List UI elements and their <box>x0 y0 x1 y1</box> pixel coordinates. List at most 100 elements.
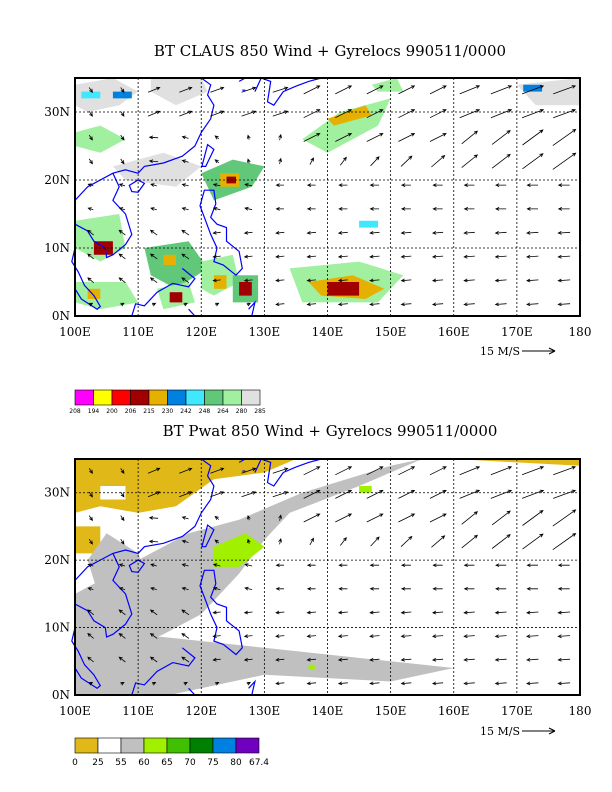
wind-arrow <box>459 466 481 476</box>
wind-arrow <box>306 183 316 187</box>
wind-arrow <box>398 490 416 499</box>
wind-arrow <box>463 278 475 283</box>
wind-arrow <box>118 277 126 284</box>
wind-arrow <box>369 657 380 662</box>
wind-arrow <box>210 467 225 474</box>
wind-arrow <box>243 278 253 283</box>
lon-tick-label: 130E <box>249 325 281 339</box>
wind-arrow <box>88 158 93 165</box>
wind-arrow <box>120 111 125 117</box>
wind-arrow <box>557 254 571 259</box>
wind-arrow <box>214 539 220 544</box>
wind-arrow <box>400 610 412 615</box>
wind-arrow <box>429 466 447 476</box>
wind-arrow <box>272 86 289 93</box>
wind-arrow <box>179 491 193 498</box>
panel2-map <box>71 458 581 696</box>
wind-arrow <box>179 467 193 474</box>
wind-arrow <box>120 87 125 94</box>
wind-arrow <box>526 563 538 568</box>
wind-arrow <box>400 254 412 259</box>
wind-arrow <box>183 302 188 307</box>
wind-arrow <box>335 466 353 476</box>
wind-arrow <box>400 230 412 235</box>
wind-arrow <box>400 535 413 547</box>
wind-arrow <box>491 534 511 549</box>
wind-arrow <box>181 135 189 140</box>
wind-arrow <box>181 633 190 639</box>
wind-arrow <box>491 153 511 169</box>
wind-arrow <box>429 109 447 119</box>
colorbar-label: 25 <box>92 758 103 768</box>
wind-arrow <box>557 681 571 686</box>
wind-arrow <box>432 657 444 662</box>
wind-arrow <box>432 563 443 568</box>
wind-arrow <box>557 657 571 662</box>
lon-tick-label: 140E <box>312 704 344 718</box>
wind-arrow <box>400 657 412 662</box>
lon-tick-label: 120E <box>185 325 217 339</box>
wind-arrow <box>179 110 193 117</box>
wind-arrow <box>118 229 126 236</box>
wind-arrow <box>400 278 412 283</box>
cloud-area <box>523 84 543 92</box>
colorbar-label: 285 <box>254 408 266 415</box>
panel2-axis-labels: 100E 110E 120E 130E 140E 150E 160E 170E 180 0N 10N… <box>44 486 591 718</box>
wind-arrow <box>369 278 380 283</box>
wind-arrow <box>88 682 94 686</box>
wind-arrow <box>243 634 253 638</box>
panel1-scale-label: 15 M/S <box>480 345 520 358</box>
panel2-wind-vectors <box>87 466 577 686</box>
wind-arrow <box>557 586 570 591</box>
wind-arrow <box>88 302 94 307</box>
wind-arrow <box>303 85 321 95</box>
wind-arrow <box>429 133 447 142</box>
wind-arrow <box>306 230 317 235</box>
wind-arrow <box>118 609 126 616</box>
wind-arrow <box>181 563 189 567</box>
wind-arrow <box>366 466 384 476</box>
wind-arrow <box>88 538 93 545</box>
wind-arrow <box>275 230 285 235</box>
colorbar-swatch <box>97 737 122 754</box>
wind-arrow <box>429 513 447 523</box>
wind-arrow <box>432 254 444 259</box>
wind-arrow <box>337 610 348 615</box>
wind-arrow <box>552 532 577 551</box>
wind-arrow <box>212 278 221 283</box>
wind-arrow <box>244 206 253 211</box>
wind-arrow <box>429 490 447 499</box>
wind-arrow <box>370 156 380 167</box>
wind-arrow <box>335 85 353 95</box>
taiwan-island <box>201 143 215 167</box>
wind-arrow <box>494 681 507 686</box>
lon-tick-label: 170E <box>501 325 533 339</box>
lon-tick-label: 150E <box>375 325 407 339</box>
panel1-scale-arrow <box>522 347 556 355</box>
cloud-area <box>150 78 208 106</box>
wind-arrow <box>87 656 94 663</box>
wind-arrow <box>212 634 221 638</box>
lon-tick-label: 120E <box>185 704 217 718</box>
wind-arrow <box>400 563 411 568</box>
wind-arrow <box>306 610 317 615</box>
wind-arrow <box>212 254 221 259</box>
wind-arrow <box>212 230 221 235</box>
wind-arrow <box>120 302 125 307</box>
wind-arrow <box>521 489 545 499</box>
wind-arrow <box>495 183 507 187</box>
wind-arrow <box>494 657 507 662</box>
lon-tick-label: 160E <box>438 325 470 339</box>
wind-arrow <box>557 278 571 283</box>
wind-arrow <box>306 563 316 568</box>
wind-arrow <box>118 656 126 663</box>
wind-arrow <box>432 634 444 639</box>
wind-arrow <box>87 229 94 236</box>
wind-arrow <box>278 538 282 545</box>
wind-arrow <box>147 110 161 117</box>
wind-arrow <box>214 515 220 520</box>
wind-arrow <box>526 302 539 307</box>
wind-arrow <box>272 467 289 474</box>
wind-arrow <box>152 682 157 686</box>
wind-arrow <box>181 159 189 164</box>
